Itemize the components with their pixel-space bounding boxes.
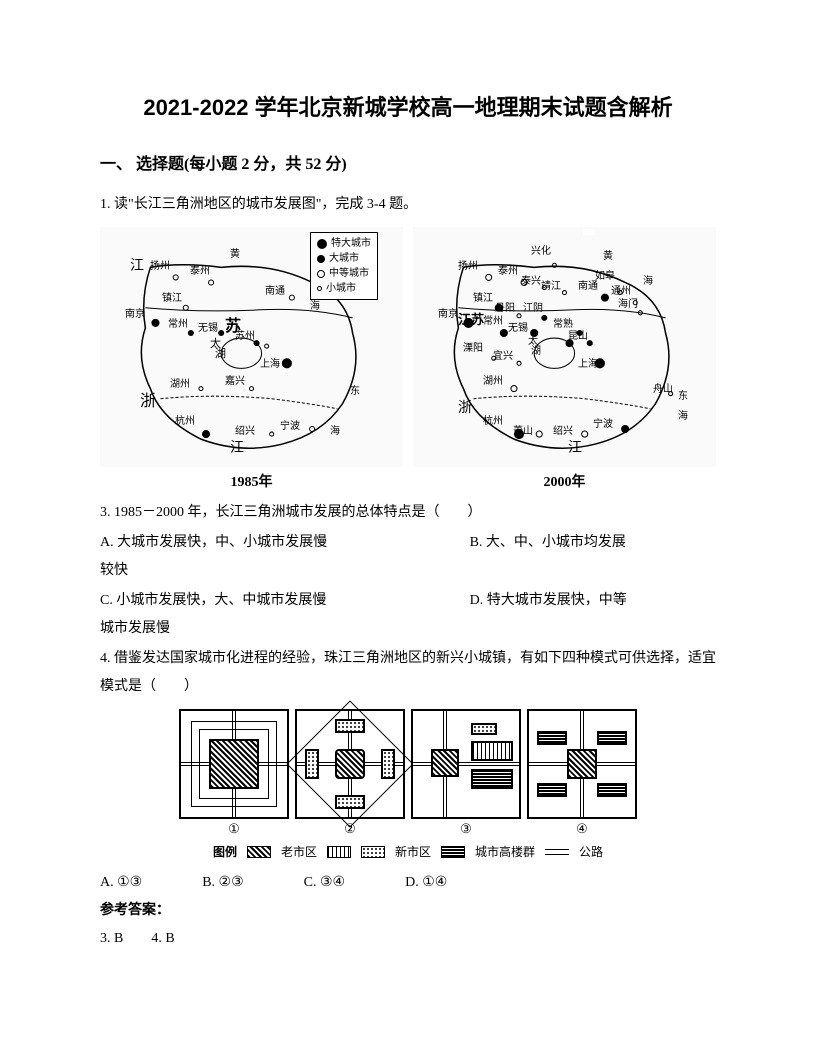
region: 江苏 [458, 309, 484, 328]
region: 浙 [140, 387, 156, 411]
city: 扬州 [150, 257, 170, 272]
map-1985: 特大城市 大城市 中等城市 小城市 扬州 泰州 镇江 南京 常州 无锡 苏州 南… [100, 227, 403, 491]
pattern-1: ① [179, 709, 289, 837]
answer-label: 参考答案： [100, 897, 716, 925]
city: 泰兴 [521, 272, 541, 287]
legend-1985: 特大城市 大城市 中等城市 小城市 [310, 232, 378, 300]
legend-old: 老市区 [281, 843, 317, 860]
city: 海门 [618, 295, 638, 310]
map-container: 特大城市 大城市 中等城市 小城市 扬州 泰州 镇江 南京 常州 无锡 苏州 南… [100, 227, 716, 491]
sea: 海 [310, 297, 320, 312]
city: 萧山 [513, 422, 533, 437]
city: 常州 [483, 312, 503, 327]
city: 泰州 [498, 262, 518, 277]
pattern-4: ④ [527, 709, 637, 837]
city: 扬州 [458, 257, 478, 272]
sea: 黄 [603, 247, 613, 262]
pattern-legend: 图例 老市区 新市区 城市高楼群 公路 [179, 843, 637, 860]
city: 上海 [578, 355, 598, 370]
sea: 海 [678, 407, 688, 422]
city: 泰州 [190, 262, 210, 277]
swatch-old [247, 846, 271, 858]
city: 宁波 [593, 415, 613, 430]
q3-opt-d2: 城市发展慢 [100, 615, 716, 643]
sea: 黄 [230, 245, 240, 260]
q4-opt-c: C. ③④ [304, 869, 345, 897]
q1-intro: 1. 读"长江三角洲地区的城市发展图"，完成 3-4 题。 [100, 192, 716, 217]
q3-opt-c: C. 小城市发展快，大、中城市发展慢 [100, 587, 470, 615]
map-2000: 扬州 泰州 泰兴 靖江 镇江 丹阳 常州 南京 江阴 无锡 溧阳 宜兴 常熟 昆… [413, 227, 716, 491]
exam-title: 2021-2022 学年北京新城学校高一地理期末试题含解析 [100, 90, 716, 122]
swatch-tall [441, 846, 465, 858]
city: 镇江 [473, 289, 493, 304]
city: 常州 [168, 315, 188, 330]
city: 无锡 [198, 319, 218, 334]
swatch-dot [361, 846, 385, 858]
city: 上海 [260, 355, 280, 370]
city: 如皋 [595, 267, 615, 282]
answers: 3. B 4. B [100, 925, 716, 953]
legend-new: 新市区 [395, 843, 431, 860]
city: 无锡 [508, 319, 528, 334]
pattern-2: ② [295, 709, 405, 837]
city: 绍兴 [235, 422, 255, 437]
city: 南京 [438, 305, 458, 320]
pattern-num-1: ① [179, 821, 289, 837]
q4-text: 4. 借鉴发达国家城市化进程的经验，珠江三角洲地区的新兴小城镇，有如下四种模式可… [100, 645, 716, 701]
q4-opt-b: B. ②③ [202, 869, 243, 897]
lake: 湖 [215, 345, 226, 361]
city: 杭州 [483, 412, 503, 427]
city: 南京 [125, 305, 145, 320]
legend-road: 公路 [579, 843, 603, 860]
q4-opt-d: D. ①④ [405, 869, 447, 897]
city: 南通 [265, 282, 285, 297]
city: 靖江 [541, 277, 561, 292]
city: 舟山 [653, 380, 673, 395]
city: 宁波 [280, 417, 300, 432]
city: 兴化 [531, 242, 551, 257]
map-year-2000: 2000年 [413, 471, 716, 491]
city: 杭州 [175, 412, 195, 427]
region: 苏 [225, 312, 241, 336]
road-icon [545, 849, 569, 855]
region: 江 [568, 437, 582, 457]
swatch-new [327, 846, 351, 858]
section-header: 一、 选择题(每小题 2 分，共 52 分) [100, 150, 716, 174]
city: 昆山 [568, 327, 588, 342]
city: 嘉兴 [225, 372, 245, 387]
lake: 湖 [531, 342, 541, 357]
q3-opt-a: A. 大城市发展快，中、小城市发展慢 [100, 529, 470, 557]
legend-small: 小城市 [326, 281, 356, 296]
pattern-num-4: ④ [527, 821, 637, 837]
q3-opt-d: D. 特大城市发展快，中等 [470, 587, 716, 615]
city: 溧阳 [463, 339, 483, 354]
city: 湖州 [170, 375, 190, 390]
legend-label: 图例 [213, 843, 237, 860]
pattern-container: ① ② [100, 709, 716, 861]
sea: 东 [350, 382, 360, 397]
q3-opt-b2: 较快 [100, 557, 716, 585]
q4-opt-a: A. ①③ [100, 869, 142, 897]
legend-mega: 特大城市 [331, 236, 371, 251]
legend-medium: 中等城市 [329, 266, 369, 281]
sea: 海 [330, 422, 340, 437]
legend-2000 [583, 229, 595, 235]
region: 江 [130, 255, 144, 275]
q3-text: 3. 1985－2000 年，长江三角洲城市发展的总体特点是（ ） [100, 499, 716, 527]
q3-opt-b: B. 大、中、小城市均发展 [470, 529, 716, 557]
sea: 东 [678, 387, 688, 402]
pattern-3: ③ [411, 709, 521, 837]
legend-large: 大城市 [329, 251, 359, 266]
region: 江 [230, 437, 244, 457]
region: 浙 [458, 397, 472, 417]
pattern-num-3: ③ [411, 821, 521, 837]
city: 江阴 [523, 299, 543, 314]
city: 镇江 [162, 289, 182, 304]
map-year-1985: 1985年 [100, 471, 403, 491]
city: 湖州 [483, 372, 503, 387]
city: 宜兴 [493, 347, 513, 362]
sea: 海 [643, 272, 653, 287]
city: 绍兴 [553, 422, 573, 437]
legend-tall: 城市高楼群 [475, 843, 535, 860]
